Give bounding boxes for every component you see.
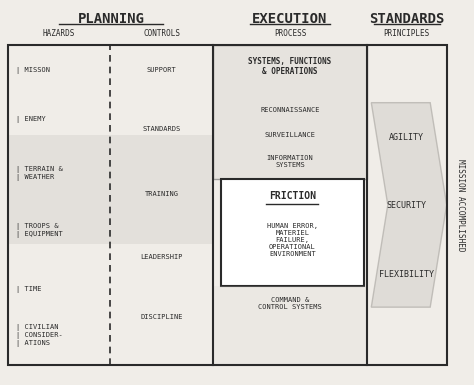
Text: AGILITY: AGILITY <box>389 132 424 142</box>
Text: | MISSON: | MISSON <box>16 67 49 74</box>
Text: FRICTION: FRICTION <box>269 191 316 201</box>
Text: | TROOPS &
| EQUIPMENT: | TROOPS & | EQUIPMENT <box>16 223 62 238</box>
Text: DISCIPLINE: DISCIPLINE <box>140 314 183 320</box>
Text: STANDARDS: STANDARDS <box>369 12 444 25</box>
Text: RECONNAISSANCE: RECONNAISSANCE <box>260 107 320 113</box>
Bar <box>213 286 366 365</box>
Bar <box>9 135 213 244</box>
Text: LEADERSHIP: LEADERSHIP <box>140 254 183 261</box>
Text: MISSION ACCOMPLISHED: MISSION ACCOMPLISHED <box>456 159 465 251</box>
Text: SUPPORT: SUPPORT <box>147 67 176 73</box>
Text: PLANNING: PLANNING <box>77 12 145 25</box>
Bar <box>213 45 366 179</box>
Text: TRAINING: TRAINING <box>145 191 179 198</box>
Bar <box>220 179 364 286</box>
Polygon shape <box>371 103 447 307</box>
Text: INFORMATION
SYSTEMS: INFORMATION SYSTEMS <box>267 156 313 168</box>
Text: PROCESS: PROCESS <box>274 29 306 38</box>
Text: | TERRAIN &
| WEATHER: | TERRAIN & | WEATHER <box>16 166 62 181</box>
Text: SYSTEMS, FUNCTIONS
& OPERATIONS: SYSTEMS, FUNCTIONS & OPERATIONS <box>248 57 332 76</box>
Text: FLEXIBILITY: FLEXIBILITY <box>379 270 434 279</box>
Text: | CIVILIAN
| CONSIDER-
| ATIONS: | CIVILIAN | CONSIDER- | ATIONS <box>16 324 62 347</box>
Text: COMMAND &
CONTROL SYSTEMS: COMMAND & CONTROL SYSTEMS <box>258 297 322 310</box>
Text: SECURITY: SECURITY <box>387 201 427 210</box>
Text: HUMAN ERROR,
MATERIEL
FAILURE,
OPERATIONAL
ENVIRONMENT: HUMAN ERROR, MATERIEL FAILURE, OPERATION… <box>267 223 318 257</box>
Text: | TIME: | TIME <box>16 286 41 293</box>
Text: HAZARDS: HAZARDS <box>43 29 75 38</box>
Bar <box>9 45 447 365</box>
Text: CONTROLS: CONTROLS <box>143 29 180 38</box>
Text: | ENEMY: | ENEMY <box>16 116 46 123</box>
Text: SURVEILLANCE: SURVEILLANCE <box>264 132 316 138</box>
Text: PRINCIPLES: PRINCIPLES <box>383 29 430 38</box>
Text: EXECUTION: EXECUTION <box>252 12 328 25</box>
Text: STANDARDS: STANDARDS <box>143 126 181 132</box>
Bar <box>9 45 447 365</box>
